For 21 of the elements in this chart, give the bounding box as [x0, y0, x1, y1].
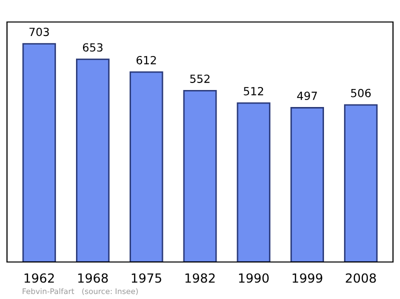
- data-label: 653: [82, 43, 102, 52]
- x-tick-label: 1999: [292, 273, 322, 283]
- data-label: 497: [297, 92, 317, 100]
- data-label: 506: [351, 88, 371, 98]
- bar: [22, 43, 56, 262]
- data-label: 612: [136, 56, 156, 64]
- data-label: 552: [190, 74, 210, 83]
- x-tick-label: 2008: [346, 273, 376, 283]
- data-label: 703: [29, 28, 49, 36]
- x-tick-label: 1962: [24, 273, 54, 283]
- data-label: 512: [244, 86, 264, 96]
- x-tick-label: 1975: [132, 273, 162, 283]
- x-tick-label: 1982: [185, 273, 215, 283]
- x-tick-label: 1990: [239, 273, 269, 283]
- bar: [130, 71, 164, 262]
- bar: [290, 107, 324, 262]
- bar: [236, 102, 270, 262]
- x-tick-label: 1968: [78, 273, 108, 283]
- bar: [344, 104, 378, 262]
- bar: [183, 90, 217, 262]
- bar: [76, 58, 110, 262]
